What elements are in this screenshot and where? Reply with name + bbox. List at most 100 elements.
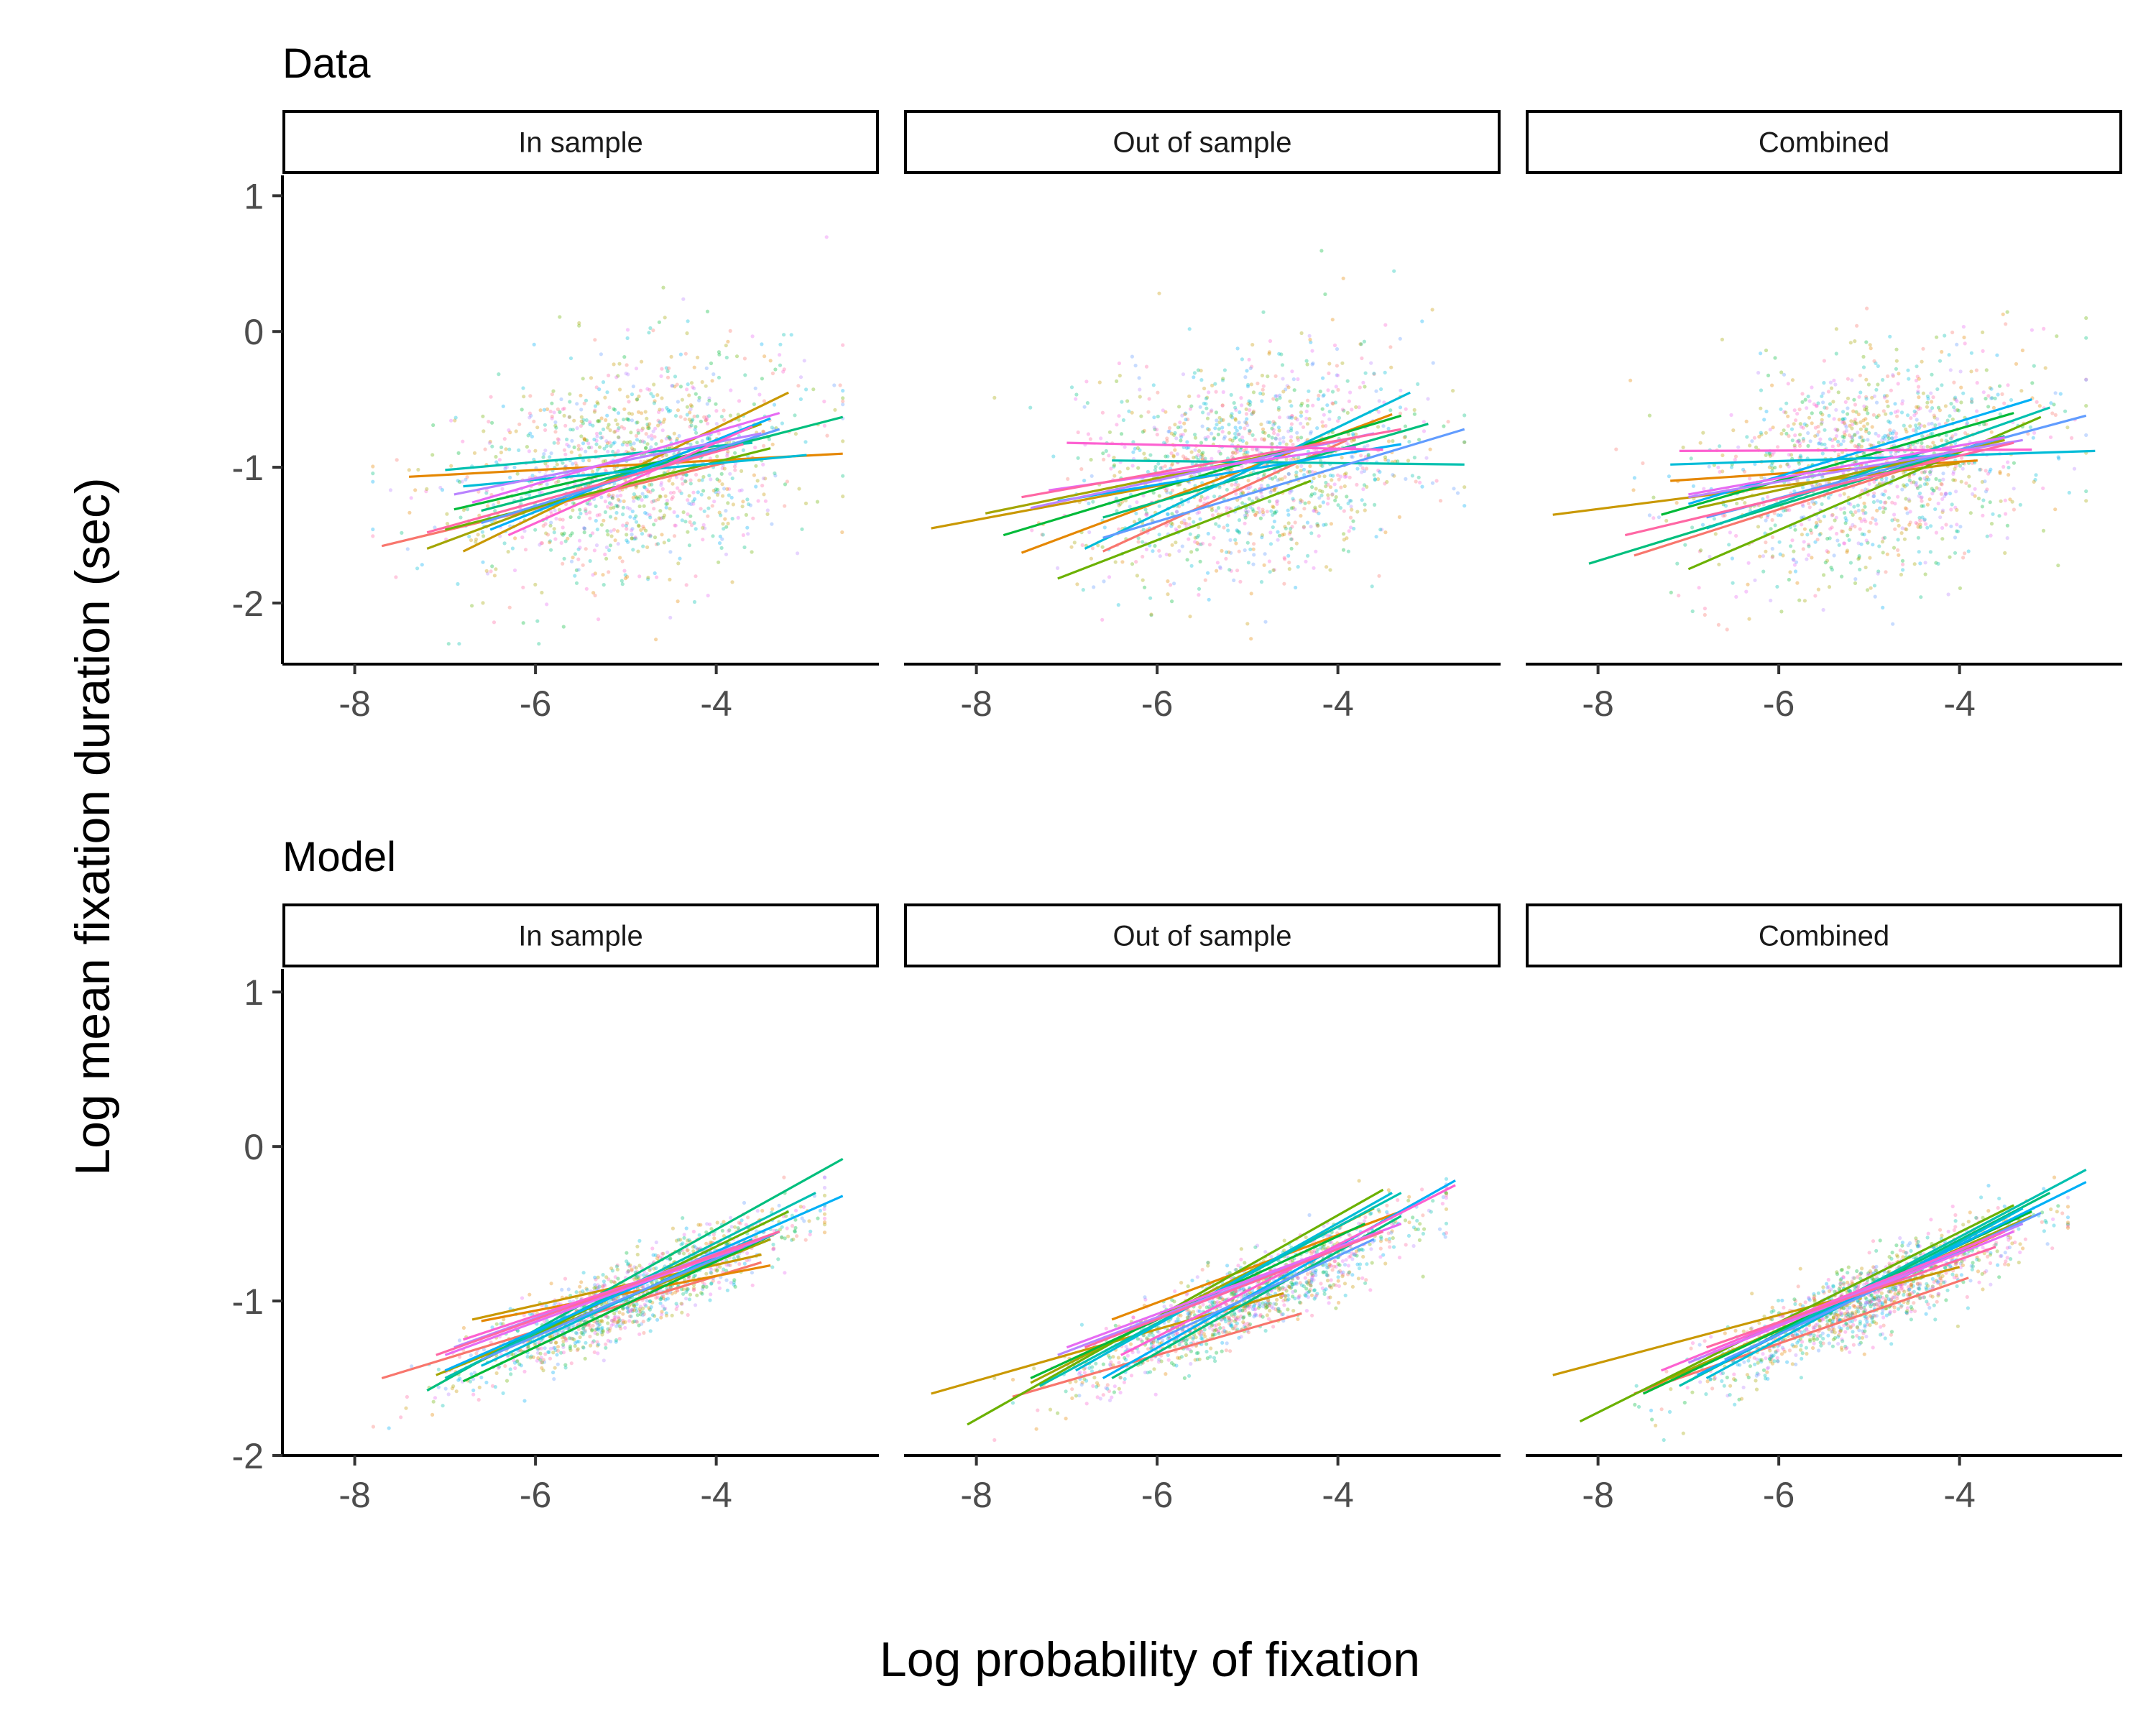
- data-point: [1701, 431, 1705, 435]
- data-point: [1779, 513, 1783, 518]
- data-point: [1958, 464, 1963, 468]
- data-point: [1237, 432, 1241, 436]
- data-point: [591, 591, 596, 595]
- data-point: [1245, 510, 1250, 514]
- data-point: [1277, 351, 1281, 356]
- data-point: [625, 336, 630, 341]
- data-point: [490, 420, 494, 425]
- data-point: [1955, 523, 1959, 527]
- data-point: [594, 504, 598, 509]
- data-point: [1307, 334, 1312, 338]
- data-point: [549, 451, 553, 456]
- data-point: [1954, 489, 1958, 494]
- data-point: [687, 494, 691, 498]
- data-point: [673, 414, 678, 418]
- data-point: [1234, 492, 1238, 496]
- data-point: [1922, 424, 1927, 428]
- data-point: [1130, 464, 1135, 468]
- data-point: [708, 1298, 712, 1302]
- data-point: [1674, 501, 1679, 505]
- data-point: [1269, 488, 1273, 493]
- data-point: [1422, 429, 1427, 433]
- data-point: [1832, 417, 1836, 421]
- data-point: [1230, 467, 1234, 472]
- data-point: [482, 534, 486, 538]
- data-point: [573, 552, 578, 556]
- data-point: [1344, 472, 1348, 476]
- data-point: [625, 505, 630, 510]
- data-point: [1907, 478, 1912, 482]
- data-point: [1268, 339, 1273, 344]
- data-point: [1173, 448, 1177, 452]
- data-point: [1294, 585, 1298, 590]
- data-point: [691, 418, 695, 422]
- data-point: [602, 1358, 606, 1363]
- data-point: [653, 571, 657, 576]
- data-point: [1104, 448, 1108, 454]
- series-line-8: [445, 441, 753, 472]
- data-point: [1234, 446, 1238, 451]
- data-point: [640, 532, 645, 536]
- data-point: [666, 408, 671, 412]
- data-point: [584, 511, 589, 516]
- data-point: [1195, 511, 1199, 515]
- data-point: [1312, 566, 1316, 570]
- data-point: [510, 546, 515, 551]
- data-point: [1820, 418, 1824, 422]
- data-point: [1322, 523, 1326, 528]
- data-point: [1345, 536, 1349, 540]
- data-point: [602, 583, 606, 587]
- data-point: [505, 465, 510, 469]
- data-point: [1179, 520, 1184, 525]
- data-point: [740, 488, 744, 492]
- data-point: [1268, 542, 1273, 546]
- data-point: [1251, 509, 1256, 513]
- data-point: [1844, 518, 1848, 523]
- data-point: [522, 1399, 527, 1403]
- data-point: [635, 438, 640, 442]
- data-point: [687, 543, 692, 548]
- data-point: [1365, 443, 1370, 448]
- data-point: [1287, 567, 1291, 571]
- data-point: [702, 415, 706, 419]
- data-point: [1289, 426, 1294, 431]
- data-point: [765, 512, 770, 517]
- data-point: [1253, 513, 1258, 518]
- data-point: [525, 445, 530, 449]
- data-point: [635, 397, 640, 402]
- data-point: [692, 599, 697, 604]
- data-point: [1317, 393, 1321, 398]
- data-point: [1317, 534, 1321, 538]
- data-point: [1173, 431, 1177, 436]
- data-point: [474, 537, 479, 542]
- data-point: [1130, 354, 1134, 359]
- data-point: [653, 535, 658, 540]
- data-point: [571, 501, 576, 505]
- data-point: [720, 537, 724, 541]
- data-point: [1744, 419, 1749, 424]
- data-point: [582, 436, 586, 441]
- data-point: [1462, 440, 1467, 444]
- data-point: [1206, 571, 1210, 575]
- data-point: [1361, 380, 1365, 385]
- data-point: [1864, 565, 1868, 570]
- data-point: [553, 423, 558, 428]
- data-point: [754, 484, 758, 489]
- data-point: [694, 1303, 698, 1307]
- data-point: [503, 466, 507, 471]
- data-point: [1970, 461, 1975, 466]
- data-point: [1376, 477, 1381, 482]
- data-point: [1949, 402, 1953, 406]
- data-point: [1914, 429, 1918, 433]
- data-point: [721, 522, 725, 526]
- data-point: [1209, 409, 1213, 414]
- data-point: [645, 545, 650, 550]
- x-tick-label: -4: [1322, 684, 1353, 724]
- data-point: [1857, 395, 1861, 399]
- data-point: [535, 1358, 540, 1363]
- data-point: [811, 387, 816, 392]
- data-point: [754, 464, 758, 468]
- data-point: [1261, 310, 1266, 314]
- data-point: [802, 1219, 806, 1223]
- data-point: [618, 499, 622, 503]
